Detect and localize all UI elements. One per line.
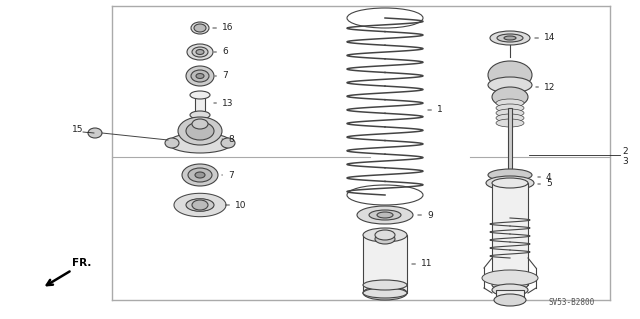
Ellipse shape — [494, 294, 526, 306]
Text: 8: 8 — [222, 135, 234, 144]
Ellipse shape — [347, 185, 423, 205]
Ellipse shape — [165, 138, 179, 148]
Ellipse shape — [221, 138, 235, 148]
Text: 4: 4 — [538, 173, 552, 182]
Polygon shape — [200, 205, 208, 211]
Ellipse shape — [497, 34, 523, 42]
Text: 7: 7 — [215, 71, 228, 80]
Ellipse shape — [492, 87, 528, 107]
Text: 7: 7 — [222, 170, 234, 180]
Ellipse shape — [492, 178, 528, 188]
Text: 14: 14 — [535, 33, 556, 42]
Polygon shape — [200, 205, 214, 209]
Polygon shape — [200, 199, 208, 205]
Ellipse shape — [488, 169, 532, 181]
Ellipse shape — [492, 280, 528, 290]
Ellipse shape — [178, 117, 222, 145]
Ellipse shape — [488, 77, 532, 93]
Bar — [492, 183, 528, 285]
Ellipse shape — [195, 172, 205, 178]
Ellipse shape — [496, 104, 524, 112]
Text: 12: 12 — [536, 83, 556, 92]
Ellipse shape — [192, 200, 208, 210]
Text: 6: 6 — [214, 48, 228, 56]
Polygon shape — [192, 199, 200, 205]
Bar — [363, 235, 407, 293]
Ellipse shape — [496, 99, 524, 107]
Text: 3: 3 — [622, 158, 628, 167]
Ellipse shape — [482, 270, 538, 286]
Text: FR.: FR. — [72, 258, 92, 268]
Ellipse shape — [377, 212, 393, 218]
Polygon shape — [192, 205, 200, 211]
Ellipse shape — [192, 119, 208, 129]
Ellipse shape — [191, 22, 209, 34]
Ellipse shape — [363, 228, 407, 242]
Ellipse shape — [369, 210, 401, 220]
Ellipse shape — [168, 133, 232, 153]
Ellipse shape — [490, 31, 530, 45]
Text: 1: 1 — [428, 106, 443, 115]
Ellipse shape — [182, 164, 218, 186]
Ellipse shape — [357, 206, 413, 224]
Bar — [496, 290, 524, 300]
Text: 13: 13 — [214, 99, 234, 108]
Ellipse shape — [504, 36, 516, 40]
Ellipse shape — [186, 122, 214, 140]
Ellipse shape — [347, 8, 423, 28]
Text: 2: 2 — [622, 147, 628, 157]
Ellipse shape — [375, 230, 395, 240]
Text: 9: 9 — [418, 211, 433, 219]
Ellipse shape — [496, 114, 524, 122]
Text: SV53-B2800: SV53-B2800 — [548, 298, 595, 307]
Ellipse shape — [496, 119, 524, 127]
Ellipse shape — [363, 288, 407, 298]
Bar — [195, 95, 205, 115]
Ellipse shape — [496, 109, 524, 117]
Ellipse shape — [196, 73, 204, 78]
Ellipse shape — [375, 234, 395, 244]
Ellipse shape — [363, 280, 407, 290]
Polygon shape — [174, 193, 226, 217]
Ellipse shape — [363, 286, 407, 300]
Text: 10: 10 — [227, 201, 246, 210]
Polygon shape — [186, 205, 200, 209]
Ellipse shape — [186, 66, 214, 86]
Ellipse shape — [192, 47, 208, 57]
Ellipse shape — [191, 70, 209, 82]
Ellipse shape — [190, 91, 210, 99]
Polygon shape — [186, 202, 200, 205]
Text: 11: 11 — [412, 259, 433, 269]
Ellipse shape — [196, 49, 204, 55]
Ellipse shape — [488, 61, 532, 89]
Ellipse shape — [486, 176, 534, 190]
Ellipse shape — [88, 128, 102, 138]
Ellipse shape — [186, 199, 214, 211]
Ellipse shape — [194, 24, 206, 32]
Polygon shape — [200, 202, 214, 205]
Bar — [508, 108, 512, 175]
Ellipse shape — [188, 168, 212, 182]
Text: 5: 5 — [538, 180, 552, 189]
Text: 16: 16 — [212, 24, 234, 33]
Ellipse shape — [187, 44, 213, 60]
Ellipse shape — [492, 284, 528, 296]
Ellipse shape — [190, 111, 210, 119]
Text: 15: 15 — [72, 125, 83, 135]
